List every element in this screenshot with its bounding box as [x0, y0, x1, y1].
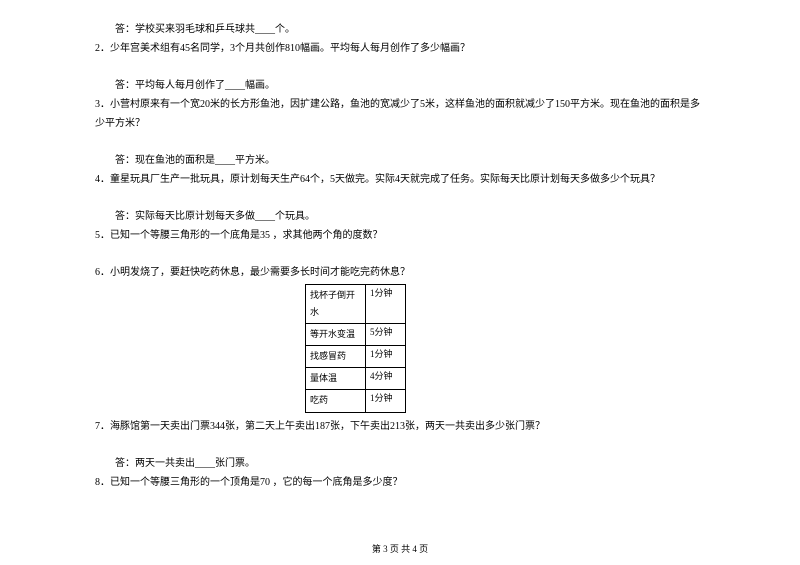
q8-text: 8．已知一个等腰三角形的一个顶角是70 ，它的每一个底角是多少度？ — [95, 473, 705, 492]
table-cell-task: 等开水变温 — [306, 324, 366, 346]
q6-table: 找杯子倒开 水 1分钟 等开水变温 5分钟 找感冒药 1分钟 量体温 4分钟 吃… — [305, 284, 406, 413]
exam-content: 答：学校买来羽毛球和乒乓球共____个。 2．少年宫美术组有45名同学，3个月共… — [95, 20, 705, 492]
q4-answer: 答：实际每天比原计划每天多做____个玩具。 — [95, 207, 705, 226]
q2-text: 2．少年宫美术组有45名同学，3个月共创作810幅画。平均每人每月创作了多少幅画… — [95, 39, 705, 58]
table-row: 找杯子倒开 水 1分钟 — [306, 285, 406, 324]
table-cell-time: 1分钟 — [366, 346, 406, 368]
table-cell-task: 量体温 — [306, 368, 366, 390]
table-row: 等开水变温 5分钟 — [306, 324, 406, 346]
table-cell-task: 找杯子倒开 水 — [306, 285, 366, 324]
table-row: 吃药 1分钟 — [306, 390, 406, 412]
table-cell-time: 5分钟 — [366, 324, 406, 346]
q6-text: 6．小明发烧了，要赶快吃药休息，最少需要多长时间才能吃完药休息？ — [95, 263, 705, 282]
q2-answer: 答：平均每人每月创作了____幅画。 — [95, 76, 705, 95]
table-row: 找感冒药 1分钟 — [306, 346, 406, 368]
table-cell-task: 找感冒药 — [306, 346, 366, 368]
q7-text: 7．海豚馆第一天卖出门票344张，第二天上午卖出187张，下午卖出213张，两天… — [95, 417, 705, 436]
table-cell-task: 吃药 — [306, 390, 366, 412]
table-row: 量体温 4分钟 — [306, 368, 406, 390]
page-footer: 第 3 页 共 4 页 — [0, 542, 800, 555]
table-cell-time: 1分钟 — [366, 285, 406, 324]
q3-text: 3．小营村原来有一个宽20米的长方形鱼池，因扩建公路，鱼池的宽减少了5米，这样鱼… — [95, 95, 705, 133]
table-cell-time: 4分钟 — [366, 368, 406, 390]
q4-text: 4．童星玩具厂生产一批玩具，原计划每天生产64个，5天做完。实际4天就完成了任务… — [95, 170, 705, 189]
q1-followup: 答：学校买来羽毛球和乒乓球共____个。 — [95, 20, 705, 39]
q7-answer: 答：两天一共卖出____张门票。 — [95, 454, 705, 473]
table-cell-time: 1分钟 — [366, 390, 406, 412]
q3-answer: 答：现在鱼池的面积是____平方米。 — [95, 151, 705, 170]
q5-text: 5．已知一个等腰三角形的一个底角是35 ，求其他两个角的度数？ — [95, 226, 705, 245]
